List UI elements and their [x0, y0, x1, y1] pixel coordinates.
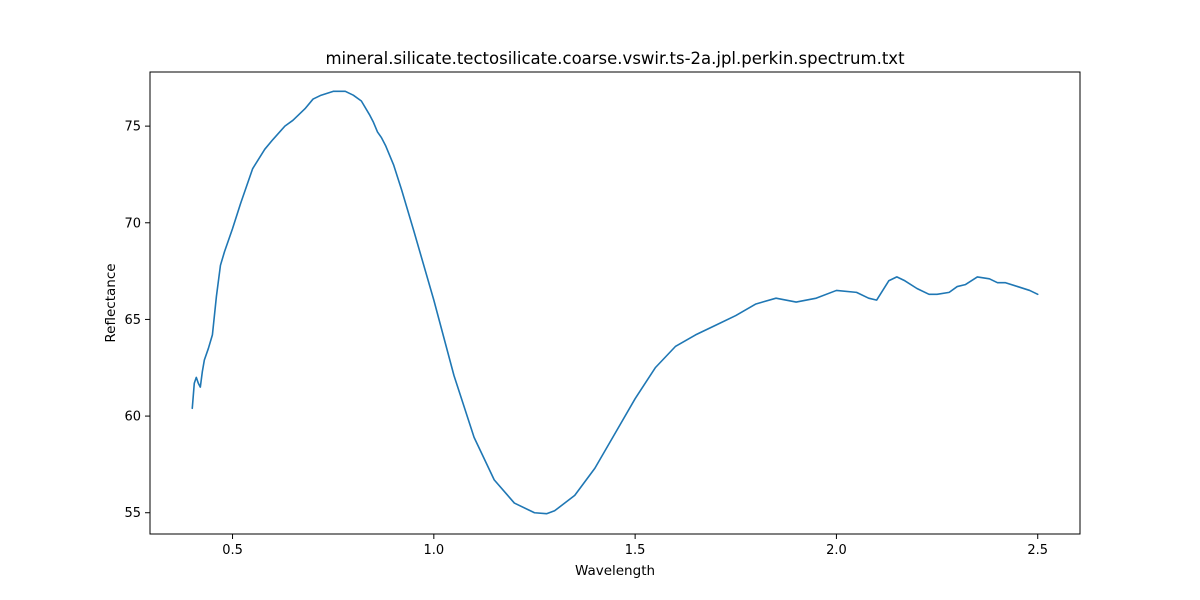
plot-frame [149, 71, 1081, 535]
x-axis-label: Wavelength [575, 563, 655, 579]
y-tick-label: 70 [124, 216, 141, 231]
y-tick-label: 55 [124, 506, 141, 521]
series-line-0 [191, 90, 1039, 515]
x-tick-label: 1.5 [625, 543, 646, 558]
y-tick-label: 60 [124, 410, 141, 425]
y-tick-label: 65 [124, 313, 141, 328]
x-tick-label: 2.0 [826, 543, 847, 558]
x-tick-label: 1.0 [423, 543, 444, 558]
y-tick-label: 75 [124, 120, 141, 135]
x-tick-label: 2.5 [1027, 543, 1048, 558]
chart-title: mineral.silicate.tectosilicate.coarse.vs… [325, 49, 905, 68]
y-axis-label: Reflectance [103, 263, 119, 342]
x-tick-label: 0.5 [222, 543, 243, 558]
